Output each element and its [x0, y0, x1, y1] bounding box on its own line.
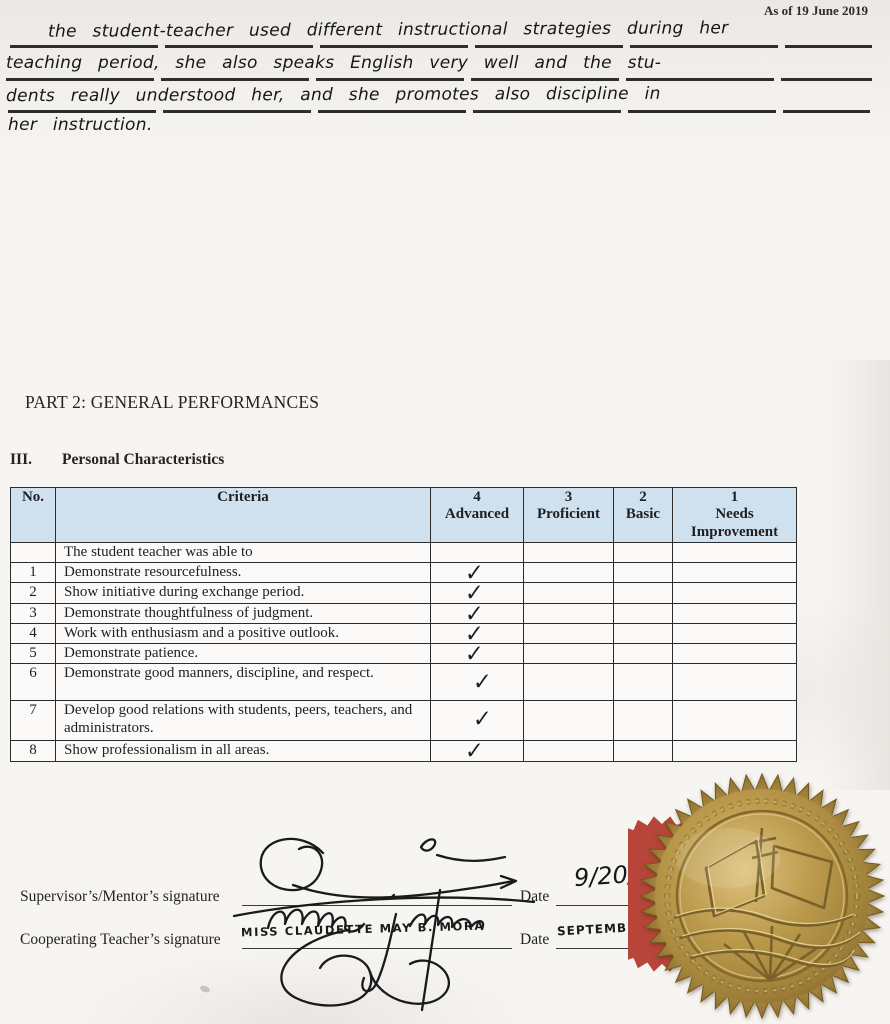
supervisor-signature-ink [259, 837, 518, 899]
col-header-basic: 2 Basic [613, 487, 673, 543]
table-row: 8 Show professionalism in all areas. ✓ [10, 738, 797, 766]
gold-foil-seal [628, 772, 886, 1020]
handwritten-comment-line: dents really understood her, and she pro… [5, 83, 661, 107]
cooperating-teacher-signature-ink [232, 888, 536, 1012]
personal-characteristics-table: No. Criteria 4 Advanced 3 Proficient 2 B… [10, 487, 797, 766]
scan-smudge [199, 984, 211, 994]
row-number: 1 [10, 561, 56, 584]
row-criteria: Show initiative during exchange period. [55, 582, 431, 604]
row-number: 3 [10, 602, 56, 624]
row-criteria: Demonstrate patience. [55, 642, 431, 665]
table-row: 6 Demonstrate good manners, discipline, … [10, 663, 797, 702]
col-header-advanced: 4 Advanced [430, 487, 524, 543]
ruled-line [6, 78, 872, 81]
checkmark-advanced: ✓ [464, 738, 484, 766]
part2-heading: PART 2: GENERAL PERFORMANCES [25, 392, 320, 412]
checkmark-advanced: ✓ [464, 640, 484, 669]
cooperating-date-line [556, 930, 658, 949]
checkmark-advanced: ✓ [472, 706, 492, 734]
table-header-row: No. Criteria 4 Advanced 3 Proficient 2 B… [10, 487, 797, 543]
col-header-needs-improvement: 1 Needs Improvement [672, 487, 797, 543]
col-header-proficient: 3 Proficient [523, 487, 614, 543]
supervisor-signature-label: Supervisor’s/Mentor’s signature [20, 888, 220, 905]
checkmark-advanced: ✓ [464, 559, 484, 588]
col-header-criteria: Criteria [55, 487, 431, 543]
handwritten-comment-line: the student-teacher used different instr… [47, 18, 729, 42]
row-criteria: Demonstrate resourcefulness. [55, 561, 431, 584]
supervisor-date-line [556, 887, 658, 906]
ruled-line [8, 110, 870, 113]
row-number: 8 [10, 740, 56, 762]
row-number: 4 [10, 622, 56, 645]
supervisor-signature-line [242, 887, 512, 906]
section-number: III. [10, 451, 32, 468]
cooperating-date-label: Date [520, 931, 550, 948]
cooperating-teacher-signature-line [242, 930, 512, 949]
table-row: 2 Show initiative during exchange period… [10, 580, 797, 608]
row-number: 6 [10, 663, 56, 702]
checkmark-advanced: ✓ [464, 600, 484, 628]
ruled-line [10, 45, 872, 48]
as-of-date: As of 19 June 2019 [763, 3, 868, 18]
section-title: Personal Characteristics [62, 451, 225, 468]
table-row: 3 Demonstrate thoughtfulness of judgment… [10, 600, 797, 628]
row-criteria: The student teacher was able to [55, 541, 431, 564]
row-number: 2 [10, 582, 56, 604]
col-header-no: No. [10, 487, 56, 543]
row-criteria: Work with enthusiasm and a positive outl… [55, 622, 431, 645]
row-number: 7 [10, 700, 56, 742]
row-criteria: Demonstrate thoughtfulness of judgment. [55, 602, 431, 624]
paper-shading-right [820, 360, 890, 790]
table-row: 1 Demonstrate resourcefulness. ✓ [10, 559, 797, 588]
cooperating-teacher-signature-label: Cooperating Teacher’s signature [20, 931, 221, 948]
row-criteria: Develop good relations with students, pe… [55, 700, 431, 742]
checkmark-advanced: ✓ [464, 620, 484, 648]
handwritten-comment-line: her instruction. [8, 115, 153, 135]
checkmark-advanced: ✓ [464, 580, 484, 608]
table-row-intro: The student teacher was able to [10, 541, 797, 564]
row-number: 5 [10, 642, 56, 665]
handwritten-comment-line: teaching period, she also speaks English… [6, 53, 662, 73]
table-row: 4 Work with enthusiasm and a positive ou… [10, 620, 797, 648]
table-row: 5 Demonstrate patience. ✓ [10, 640, 797, 669]
row-criteria: Show professionalism in all areas. [55, 740, 431, 762]
checkmark-advanced: ✓ [472, 669, 492, 697]
table-row: 7 Develop good relations with students, … [10, 700, 797, 742]
row-criteria: Demonstrate good manners, discipline, an… [55, 663, 431, 702]
